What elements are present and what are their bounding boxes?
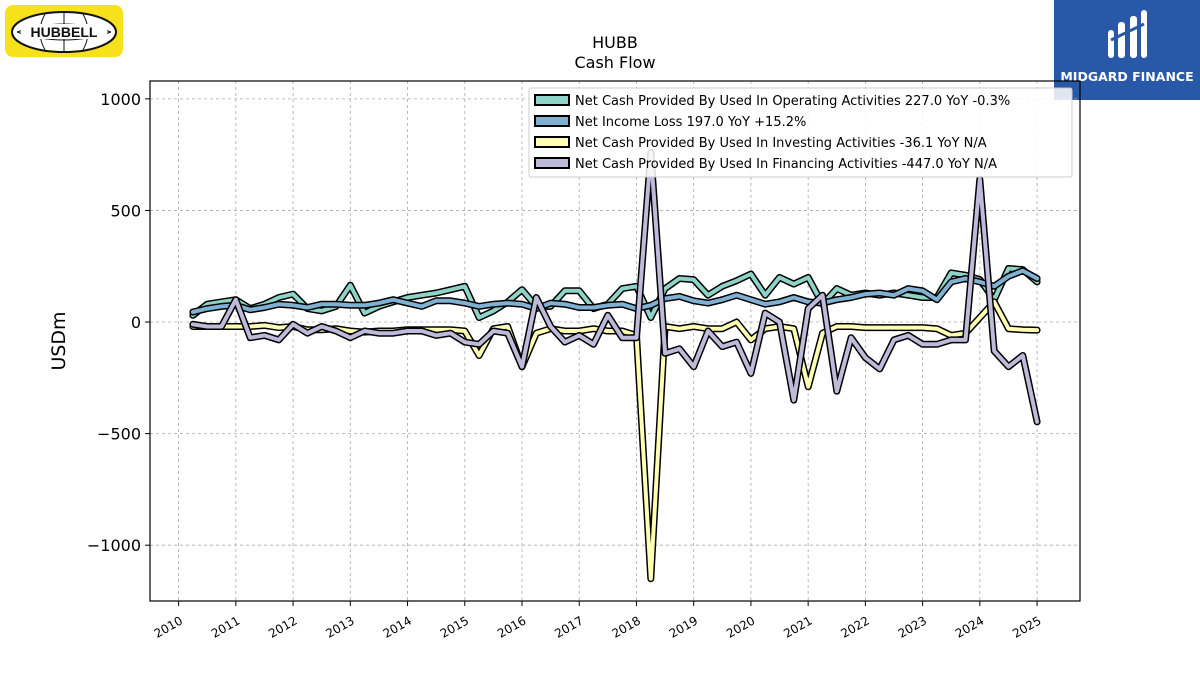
legend-label-investing: Net Cash Provided By Used In Investing A…	[575, 136, 987, 151]
legend-swatch-net_income	[534, 115, 570, 127]
company-logo: HUBBELL	[5, 5, 123, 57]
x-tick-label: 2025	[1010, 613, 1043, 640]
series-lines	[189, 148, 1041, 583]
x-tick-label: 2016	[495, 613, 528, 640]
legend-box	[528, 87, 1073, 178]
company-logo-text: HUBBELL	[31, 24, 98, 40]
x-tick-label: 2017	[552, 613, 585, 640]
x-tick-label: 2023	[896, 613, 929, 640]
legend-swatch-financing	[534, 157, 570, 169]
x-tick-label: 2021	[781, 613, 814, 640]
x-tick-label: 2012	[266, 613, 299, 640]
legend-swatch-investing	[534, 136, 570, 148]
x-tick-label: 2010	[152, 613, 185, 640]
series-line-investing	[190, 299, 1040, 581]
x-tick-label: 2022	[838, 613, 871, 640]
y-axis-label: USDm	[48, 311, 70, 370]
x-tick-label: 2018	[610, 613, 643, 640]
plot-frame	[149, 80, 1081, 602]
series-line-outline-investing	[189, 298, 1041, 583]
y-tick-label: 1000	[100, 90, 141, 109]
legend: Net Cash Provided By Used In Operating A…	[528, 87, 1073, 178]
y-tick-label: 500	[110, 201, 141, 220]
series-line-net_income	[190, 268, 1040, 314]
brand-name: MIDGARD FINANCE	[1060, 69, 1194, 84]
x-tick-label: 2011	[209, 613, 242, 640]
chart-subtitle: Cash Flow	[574, 53, 655, 72]
x-tick-label: 2020	[724, 613, 757, 640]
x-tick-label: 2013	[323, 613, 356, 640]
legend-swatch-operating	[534, 94, 570, 106]
x-tick-label: 2014	[381, 613, 414, 640]
y-tick-label: −1000	[87, 536, 141, 555]
legend-label-operating: Net Cash Provided By Used In Operating A…	[575, 94, 1010, 109]
x-tick-label: 2019	[667, 613, 700, 640]
legend-label-financing: Net Cash Provided By Used In Financing A…	[575, 157, 997, 172]
x-tick-label: 2024	[953, 613, 986, 640]
x-tick-label: 2015	[438, 613, 471, 640]
legend-label-net_income: Net Income Loss 197.0 YoY +15.2%	[575, 115, 806, 130]
chart-title: HUBB	[592, 33, 638, 52]
brand-mark-icon	[1108, 10, 1147, 58]
brand-logo: MIDGARD FINANCE	[1054, 0, 1200, 100]
series-line-financing	[190, 150, 1040, 424]
y-tick-label: 0	[131, 313, 141, 332]
y-tick-label: −500	[97, 425, 141, 444]
